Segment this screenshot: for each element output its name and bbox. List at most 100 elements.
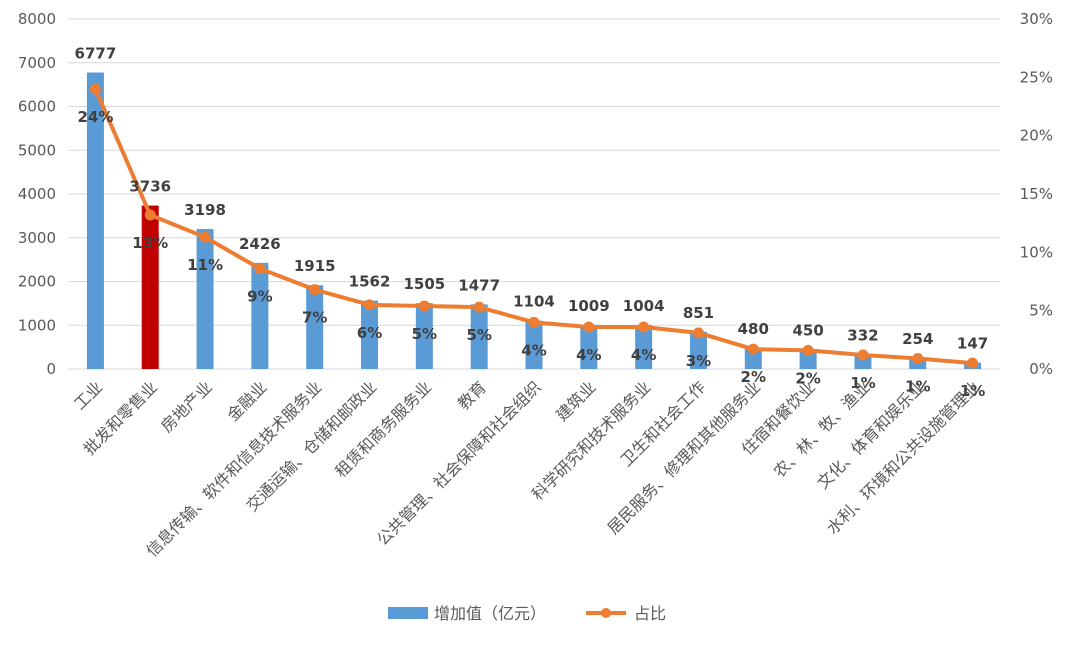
- line-value-label: 11%: [187, 256, 223, 274]
- bar: [361, 300, 379, 369]
- bar: [635, 325, 653, 369]
- line-value-label: 1%: [850, 374, 875, 392]
- line-point: [89, 83, 101, 95]
- line-value-label: 1%: [960, 382, 985, 400]
- line-value-label: 2%: [795, 369, 820, 387]
- bar-value-label: 254: [902, 330, 933, 348]
- legend-item-line[interactable]: 占比: [586, 604, 666, 623]
- category-label: 租赁和商务服务业: [331, 377, 435, 481]
- line-point: [802, 344, 814, 356]
- legend-item-bar[interactable]: 增加值（亿元）: [388, 604, 546, 623]
- bar-value-label: 332: [847, 326, 878, 344]
- category-label: 工业: [70, 377, 106, 413]
- gridlines: [68, 18, 1000, 370]
- line-point: [747, 343, 759, 355]
- category-label: 建筑业: [552, 377, 599, 424]
- line-value-labels: 24% 13% 11% 9% 7% 6% 5% 5% 4% 4% 4% 3% 2% 2% 1% 1% 1%: [77, 108, 985, 400]
- right-tick-label: 0%: [1029, 360, 1053, 378]
- bar: [744, 348, 762, 369]
- bar-value-label: 3198: [184, 201, 226, 219]
- line-point: [692, 327, 704, 339]
- bar: [86, 72, 104, 369]
- line-value-label: 3%: [686, 352, 711, 370]
- bar: [525, 320, 543, 369]
- bar: [689, 331, 707, 369]
- bar-value-labels: 6777 3736 3198 2426 1915 1562 1505 1477 1104 1009…: [75, 45, 989, 353]
- bar-value-label: 1009: [568, 297, 610, 315]
- line-value-label: 4%: [576, 346, 601, 364]
- line-point: [473, 301, 485, 313]
- bar-value-label: 1505: [403, 275, 445, 293]
- legend-bar-swatch: [388, 607, 428, 619]
- legend: 增加值（亿元） 占比: [388, 604, 666, 623]
- category-label: 农、林、牧、渔业: [770, 377, 874, 481]
- right-tick-label: 10%: [1020, 243, 1053, 261]
- bar-series: [86, 72, 982, 369]
- bar: [196, 229, 214, 369]
- bar: [251, 262, 269, 369]
- bar-value-label: 6777: [75, 45, 117, 63]
- right-tick-label: 25%: [1020, 68, 1053, 86]
- line-series: [89, 83, 979, 369]
- line-value-label: 5%: [412, 325, 437, 343]
- legend-line-label: 占比: [634, 604, 666, 623]
- bar: [306, 285, 324, 369]
- category-label: 教育: [454, 377, 490, 413]
- bar-value-label: 1915: [294, 257, 336, 275]
- line-value-label: 5%: [466, 326, 491, 344]
- bar-value-label: 3736: [129, 178, 171, 196]
- line-value-label: 4%: [631, 346, 656, 364]
- line-point: [638, 321, 650, 333]
- line-point: [309, 284, 321, 296]
- bar-value-label: 450: [792, 321, 823, 339]
- line-point: [528, 316, 540, 328]
- right-tick-label: 30%: [1020, 10, 1053, 28]
- bar-value-label: 1477: [458, 276, 500, 294]
- line-point: [144, 209, 156, 221]
- left-tick-label: 2000: [18, 273, 56, 291]
- right-tick-label: 15%: [1020, 185, 1053, 203]
- bar-value-label: 1004: [623, 297, 665, 315]
- bar-value-label: 1562: [349, 273, 391, 291]
- right-tick-label: 5%: [1029, 302, 1053, 320]
- bar-value-label: 851: [683, 304, 714, 322]
- bar-value-label: 1104: [513, 293, 555, 311]
- line-value-label: 6%: [357, 324, 382, 342]
- legend-bar-label: 增加值（亿元）: [434, 604, 546, 623]
- left-tick-label: 5000: [18, 141, 56, 159]
- left-tick-label: 0: [46, 360, 56, 378]
- line-value-label: 13%: [132, 234, 168, 252]
- line-point: [967, 357, 979, 369]
- bar: [141, 205, 159, 369]
- bar-value-label: 147: [957, 335, 988, 353]
- bar-value-label: 480: [738, 320, 769, 338]
- line-point: [857, 349, 869, 361]
- line-point: [912, 353, 924, 364]
- category-label: 房地产业: [157, 377, 216, 436]
- bar: [415, 303, 433, 369]
- right-tick-label: 20%: [1020, 127, 1053, 145]
- line-value-label: 9%: [247, 288, 272, 306]
- line-value-label: 24%: [77, 108, 113, 126]
- line-point: [199, 231, 211, 243]
- line-value-label: 4%: [521, 341, 546, 359]
- line-point: [418, 300, 430, 312]
- left-tick-label: 4000: [18, 185, 56, 203]
- line-point: [364, 299, 376, 311]
- left-tick-label: 1000: [18, 316, 56, 334]
- bar: [580, 324, 598, 369]
- line-point: [254, 263, 266, 275]
- line-value-label: 1%: [905, 378, 930, 396]
- bar-value-label: 2426: [239, 235, 281, 253]
- right-axis-ticks: 0% 5% 10% 15% 20% 25% 30%: [1020, 10, 1053, 378]
- legend-line-marker: [601, 608, 611, 618]
- left-tick-label: 3000: [18, 229, 56, 247]
- line-value-label: 2%: [741, 368, 766, 386]
- left-tick-label: 7000: [18, 54, 56, 72]
- bar: [799, 349, 817, 369]
- line-value-label: 7%: [302, 309, 327, 327]
- left-axis-ticks: 0 1000 2000 3000 4000 5000 6000 7000 8000: [18, 10, 56, 378]
- left-tick-label: 8000: [18, 10, 56, 28]
